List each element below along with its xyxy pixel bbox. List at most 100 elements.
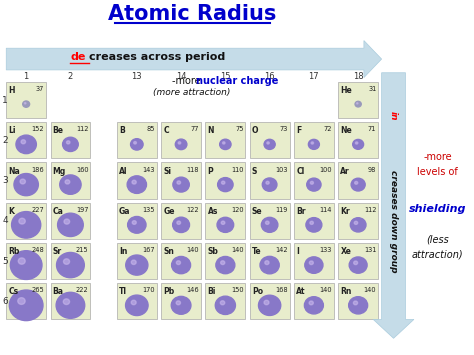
Circle shape bbox=[25, 103, 26, 104]
Text: (more attraction): (more attraction) bbox=[153, 88, 230, 97]
Circle shape bbox=[23, 101, 29, 107]
Text: 135: 135 bbox=[143, 207, 155, 213]
Circle shape bbox=[350, 218, 366, 232]
Text: Sn: Sn bbox=[164, 247, 174, 256]
Text: 197: 197 bbox=[76, 207, 89, 213]
Circle shape bbox=[258, 295, 281, 316]
Circle shape bbox=[353, 140, 364, 149]
Text: 146: 146 bbox=[187, 287, 199, 293]
Circle shape bbox=[60, 175, 81, 194]
Text: 120: 120 bbox=[231, 207, 244, 213]
Text: Tl: Tl bbox=[119, 287, 127, 296]
Text: 118: 118 bbox=[187, 166, 199, 173]
Circle shape bbox=[18, 258, 25, 264]
Circle shape bbox=[127, 176, 146, 193]
FancyBboxPatch shape bbox=[250, 163, 290, 199]
Text: 15: 15 bbox=[220, 72, 231, 81]
Text: 168: 168 bbox=[275, 287, 288, 293]
Text: At: At bbox=[296, 287, 306, 296]
Text: 112: 112 bbox=[364, 207, 376, 213]
Text: nuclear charge: nuclear charge bbox=[196, 76, 278, 86]
Text: 6: 6 bbox=[2, 297, 8, 306]
FancyBboxPatch shape bbox=[294, 163, 334, 199]
Circle shape bbox=[219, 139, 231, 149]
FancyBboxPatch shape bbox=[338, 163, 378, 199]
Circle shape bbox=[178, 142, 181, 144]
Circle shape bbox=[19, 218, 25, 224]
Text: 222: 222 bbox=[76, 287, 89, 293]
Text: He: He bbox=[340, 86, 352, 95]
Text: 1: 1 bbox=[24, 72, 29, 81]
Circle shape bbox=[176, 261, 181, 264]
Text: de: de bbox=[71, 53, 86, 62]
Text: 114: 114 bbox=[319, 207, 332, 213]
Circle shape bbox=[264, 139, 275, 149]
Text: 167: 167 bbox=[142, 247, 155, 253]
Text: creases down group: creases down group bbox=[389, 169, 398, 272]
Circle shape bbox=[63, 137, 78, 152]
Text: 119: 119 bbox=[275, 207, 288, 213]
Circle shape bbox=[306, 218, 322, 232]
Text: Al: Al bbox=[119, 166, 128, 175]
Text: 215: 215 bbox=[76, 247, 89, 253]
FancyBboxPatch shape bbox=[117, 203, 157, 239]
Text: 100: 100 bbox=[319, 166, 332, 173]
Circle shape bbox=[10, 251, 42, 279]
Circle shape bbox=[56, 292, 85, 318]
Text: H: H bbox=[9, 86, 15, 95]
FancyBboxPatch shape bbox=[161, 283, 201, 320]
Text: F: F bbox=[296, 126, 301, 135]
Text: 152: 152 bbox=[32, 126, 44, 132]
Text: 73: 73 bbox=[279, 126, 288, 132]
Text: 227: 227 bbox=[32, 207, 44, 213]
Text: 18: 18 bbox=[353, 72, 364, 81]
Circle shape bbox=[126, 255, 148, 275]
Text: shielding: shielding bbox=[409, 204, 466, 214]
Circle shape bbox=[176, 301, 181, 305]
Text: Pb: Pb bbox=[164, 287, 174, 296]
Text: I: I bbox=[296, 247, 299, 256]
FancyBboxPatch shape bbox=[338, 203, 378, 239]
Text: Br: Br bbox=[296, 207, 306, 216]
Text: Na: Na bbox=[9, 166, 20, 175]
Circle shape bbox=[222, 142, 225, 144]
Text: 16: 16 bbox=[264, 72, 275, 81]
Polygon shape bbox=[373, 73, 414, 338]
Text: 170: 170 bbox=[142, 287, 155, 293]
Circle shape bbox=[130, 139, 143, 150]
FancyBboxPatch shape bbox=[205, 203, 245, 239]
FancyBboxPatch shape bbox=[117, 283, 157, 320]
Circle shape bbox=[354, 261, 357, 264]
FancyBboxPatch shape bbox=[6, 82, 46, 118]
Text: 14: 14 bbox=[176, 72, 186, 81]
Circle shape bbox=[171, 296, 191, 314]
Circle shape bbox=[218, 178, 233, 192]
Text: Cl: Cl bbox=[296, 166, 304, 175]
Circle shape bbox=[266, 181, 269, 184]
Text: 142: 142 bbox=[275, 247, 288, 253]
Text: Li: Li bbox=[9, 126, 16, 135]
Circle shape bbox=[354, 301, 357, 305]
Circle shape bbox=[262, 178, 277, 191]
Text: 160: 160 bbox=[76, 166, 89, 173]
Text: 150: 150 bbox=[231, 287, 244, 293]
Circle shape bbox=[217, 217, 234, 233]
Text: O: O bbox=[252, 126, 258, 135]
Text: Sb: Sb bbox=[208, 247, 219, 256]
Text: As: As bbox=[208, 207, 218, 216]
Circle shape bbox=[260, 256, 279, 274]
Circle shape bbox=[132, 180, 136, 184]
Text: 133: 133 bbox=[319, 247, 332, 253]
Text: 140: 140 bbox=[364, 287, 376, 293]
FancyBboxPatch shape bbox=[51, 163, 91, 199]
Circle shape bbox=[173, 177, 189, 192]
Text: 122: 122 bbox=[187, 207, 199, 213]
Text: K: K bbox=[9, 207, 14, 216]
Text: Kr: Kr bbox=[340, 207, 350, 216]
Circle shape bbox=[18, 298, 25, 304]
Text: Ne: Ne bbox=[340, 126, 352, 135]
Circle shape bbox=[261, 217, 278, 233]
Circle shape bbox=[172, 256, 191, 274]
Circle shape bbox=[356, 103, 358, 104]
Text: Si: Si bbox=[164, 166, 172, 175]
